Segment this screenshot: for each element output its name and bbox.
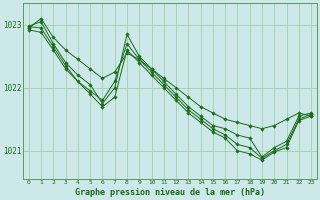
X-axis label: Graphe pression niveau de la mer (hPa): Graphe pression niveau de la mer (hPa) — [75, 188, 265, 197]
